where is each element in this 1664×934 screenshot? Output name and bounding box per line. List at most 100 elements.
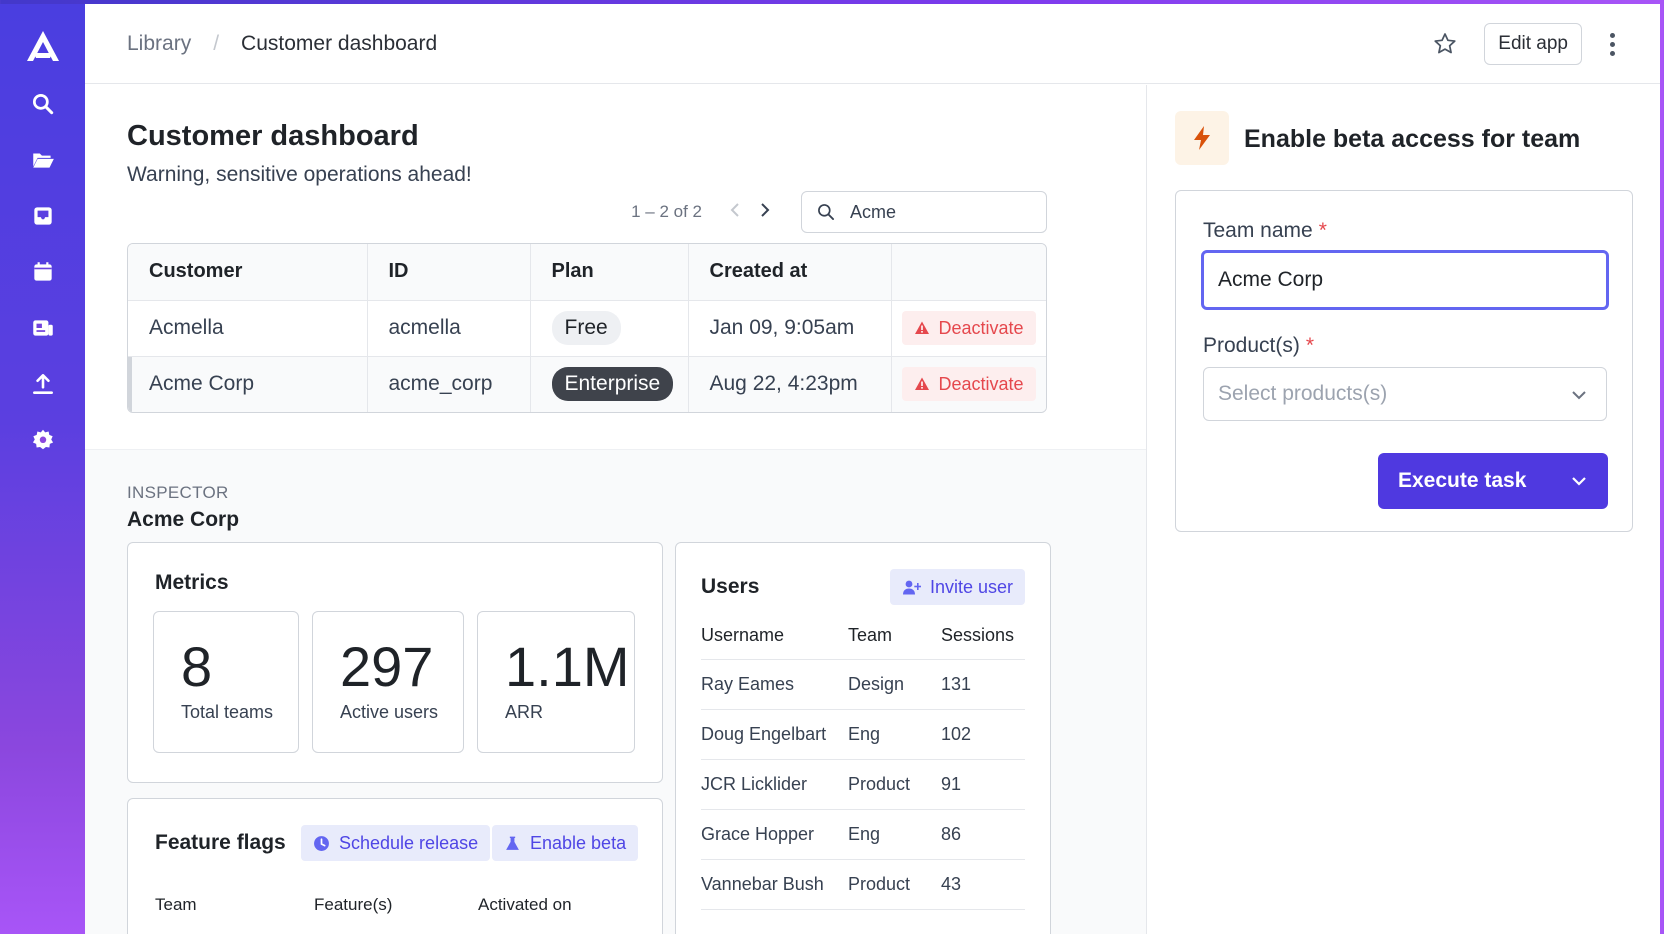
warning-icon <box>914 377 929 391</box>
warning-icon <box>914 321 929 334</box>
metric-label: Total teams <box>181 702 274 722</box>
cell-customer: Acme Corp <box>128 356 368 412</box>
news-icon[interactable] <box>23 308 63 348</box>
user-team: Product <box>848 859 941 910</box>
table-toolbar: 1 – 2 of 2 <box>127 191 1047 233</box>
list-item[interactable]: Vannebar Bush Product 43 <box>701 859 1025 910</box>
products-placeholder: Select products(s) <box>1218 382 1388 405</box>
page-subtitle: Warning, sensitive operations ahead! <box>127 163 472 186</box>
user-sessions: 86 <box>941 809 1025 860</box>
team-name-label: Team name * <box>1203 219 1327 243</box>
table-row[interactable]: Acmella acmella Free Jan 09, 9:05am Deac… <box>128 300 1046 357</box>
cell-customer: Acmella <box>128 300 368 357</box>
deactivate-button[interactable]: Deactivate <box>901 311 1036 345</box>
chevron-down-icon[interactable] <box>1570 472 1588 490</box>
calendar-icon[interactable] <box>23 252 63 292</box>
upload-icon[interactable] <box>23 364 63 404</box>
user-username: Grace Hopper <box>701 809 848 860</box>
required-mark: * <box>1318 219 1327 242</box>
gear-icon[interactable] <box>23 420 63 460</box>
user-username: JCR Licklider <box>701 759 848 810</box>
list-item[interactable]: Ray Eames Design 131 <box>701 659 1025 710</box>
more-options-icon[interactable] <box>1606 31 1618 58</box>
search-input[interactable] <box>850 201 1030 223</box>
users-column-username: Username <box>701 613 848 660</box>
metrics-title: Metrics <box>155 571 229 594</box>
inbox-icon[interactable] <box>23 196 63 236</box>
execute-task-button[interactable]: Execute task <box>1378 453 1608 509</box>
schedule-release-label: Schedule release <box>339 832 479 853</box>
app-logo[interactable] <box>23 28 63 64</box>
flask-icon <box>506 836 519 850</box>
execute-task-label: Execute task <box>1398 469 1527 492</box>
required-mark: * <box>1305 334 1315 357</box>
task-panel: Enable beta access for team Team name* P… <box>1148 85 1660 934</box>
enable-beta-label: Enable beta <box>530 832 627 853</box>
topbar-actions: Edit app <box>1428 4 1618 84</box>
enable-beta-button[interactable]: Enable beta <box>492 825 639 861</box>
metrics-card: Metrics 8 Total teams 297 Active users 1… <box>127 542 663 783</box>
list-item[interactable]: Doug Engelbart Eng 102 <box>701 709 1025 760</box>
products-select[interactable]: Select products(s) <box>1203 367 1607 421</box>
users-table: Username Team Sessions Ray Eames Design … <box>701 613 1025 910</box>
list-item[interactable]: Grace Hopper Eng 86 <box>701 809 1025 860</box>
table-row[interactable]: Acme Corp acme_corp Enterprise Aug 22, 4… <box>128 356 1046 412</box>
invite-user-button[interactable]: Invite user <box>889 569 1025 605</box>
page-title: Customer dashboard <box>127 120 419 152</box>
metric-value: 1.1M <box>505 635 630 698</box>
users-column-team: Team <box>848 613 941 660</box>
topbar: Library / Customer dashboard Edit app <box>85 4 1660 84</box>
edit-app-button[interactable]: Edit app <box>1484 23 1582 65</box>
list-item[interactable]: JCR Licklider Product 91 <box>701 759 1025 810</box>
sidebar <box>0 4 85 934</box>
clock-icon <box>314 835 329 851</box>
column-header-customer[interactable]: Customer <box>128 244 368 301</box>
chevron-down-icon <box>1572 391 1586 400</box>
pagination-text: 1 – 2 of 2 <box>631 202 702 221</box>
cell-id: acmella <box>367 300 531 357</box>
schedule-release-button[interactable]: Schedule release <box>301 825 491 861</box>
chevron-right-icon[interactable] <box>758 201 772 224</box>
cell-plan: Free <box>530 300 689 357</box>
panel-title: Enable beta access for team <box>1244 125 1581 153</box>
metric-label: Active users <box>340 702 439 722</box>
user-username: Doug Engelbart <box>701 709 848 760</box>
customers-table: Customer ID Plan Created at Acmella acme… <box>127 243 1047 413</box>
chevron-left-icon[interactable] <box>728 201 742 224</box>
users-column-sessions: Sessions <box>941 613 1025 660</box>
user-sessions: 43 <box>941 859 1025 910</box>
user-username: Vannebar Bush <box>701 859 848 910</box>
column-header-created[interactable]: Created at <box>688 244 892 301</box>
app-window: Library / Customer dashboard Edit app Cu… <box>85 4 1660 934</box>
deactivate-button[interactable]: Deactivate <box>901 367 1036 402</box>
inspector-label: INSPECTOR <box>127 483 229 502</box>
team-name-label-text: Team name <box>1203 219 1313 242</box>
column-header-plan[interactable]: Plan <box>530 244 689 301</box>
feature-flags-title: Feature flags <box>155 831 286 854</box>
flags-column-activated: Activated on <box>478 895 572 914</box>
breadcrumb-current: Customer dashboard <box>241 31 438 55</box>
cell-id: acme_corp <box>367 356 531 412</box>
user-sessions: 91 <box>941 759 1025 810</box>
folder-icon[interactable] <box>23 140 63 180</box>
cell-actions: Deactivate <box>891 356 1046 412</box>
table-header-row: Customer ID Plan Created at <box>128 244 1046 301</box>
users-title: Users <box>701 575 760 598</box>
customer-search[interactable] <box>801 191 1047 233</box>
metric-label: ARR <box>505 702 544 722</box>
user-sessions: 102 <box>941 709 1025 760</box>
breadcrumb-library[interactable]: Library <box>127 31 192 55</box>
users-card: Users Invite user Username Team Sessions <box>675 542 1051 934</box>
cell-plan: Enterprise <box>530 356 689 412</box>
search-icon <box>818 204 834 220</box>
metric-value: 297 <box>340 635 434 698</box>
flags-column-team: Team <box>155 895 197 914</box>
cell-actions: Deactivate <box>891 300 1046 357</box>
users-header-row: Username Team Sessions <box>701 613 1025 660</box>
star-icon[interactable] <box>1428 27 1462 61</box>
team-name-input[interactable] <box>1201 250 1609 310</box>
search-icon[interactable] <box>23 84 63 124</box>
column-header-actions <box>891 244 1046 301</box>
user-team: Eng <box>848 709 941 760</box>
column-header-id[interactable]: ID <box>367 244 531 301</box>
